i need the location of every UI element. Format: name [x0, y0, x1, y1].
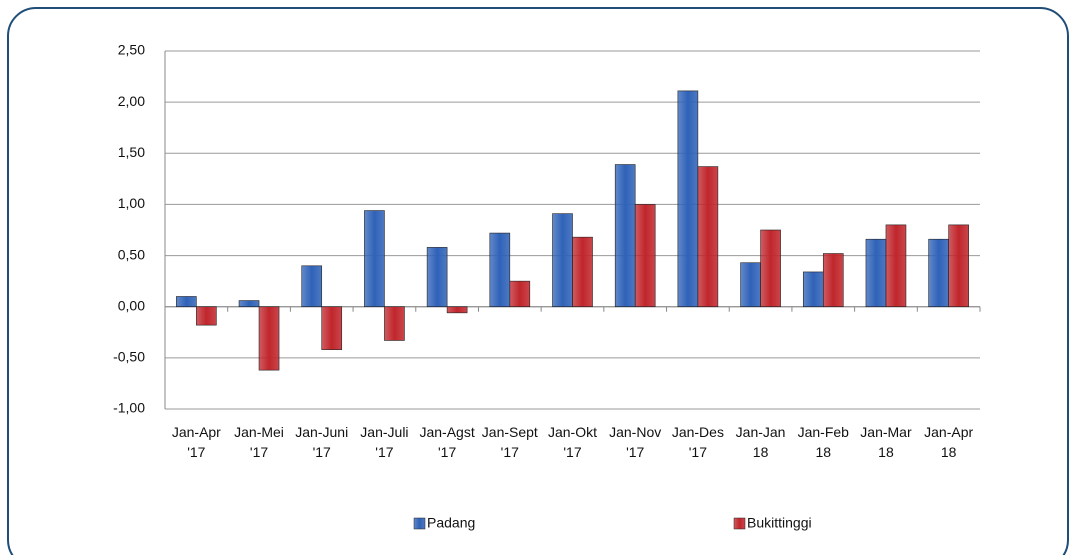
bar: [677, 90, 699, 308]
bar: [176, 296, 197, 308]
y-tick-label: 2,50: [118, 42, 145, 58]
bar: [258, 306, 280, 371]
bar: [822, 253, 844, 308]
y-tick-label: 0,00: [118, 297, 145, 313]
bar: [802, 271, 824, 308]
bar: [301, 265, 323, 308]
bar: [614, 164, 636, 308]
bar: [509, 280, 531, 308]
bar: [760, 229, 781, 308]
legend-swatch: [413, 517, 426, 530]
x-tick-label: Jan-Feb 18: [798, 424, 850, 460]
bar: [740, 262, 761, 308]
y-tick-label: 1,50: [118, 144, 145, 160]
bar: [865, 238, 887, 308]
x-tick-label: Jan-Mei '17: [234, 424, 284, 460]
y-tick-label: -0,50: [113, 349, 145, 365]
x-tick-label: Jan-Mar 18: [860, 424, 912, 460]
x-tick-label: Jan-Juli '17: [360, 424, 408, 460]
legend-label: Padang: [427, 515, 475, 531]
bar: [446, 306, 468, 314]
bar: [489, 232, 511, 308]
bar: [552, 213, 573, 308]
y-tick-label: -1,00: [113, 400, 145, 416]
y-tick-label: 0,50: [118, 246, 145, 262]
x-tick-label: Jan-Agst '17: [419, 424, 474, 460]
bar: [196, 306, 217, 326]
bar: [634, 204, 656, 308]
bar: [948, 224, 969, 308]
bar: [928, 238, 949, 308]
x-tick-label: Jan-Jan 18: [736, 424, 786, 460]
x-tick-label: Jan-Nov '17: [609, 424, 661, 460]
legend-label: Bukittinggi: [747, 515, 812, 531]
x-tick-label: Jan-Apr 18: [924, 424, 973, 460]
bar: [572, 236, 593, 308]
chart-border: [7, 7, 1069, 555]
bar: [384, 306, 405, 341]
x-tick-label: Jan-Okt '17: [548, 424, 597, 460]
y-tick-label: 2,00: [118, 93, 145, 109]
bar: [238, 300, 260, 308]
x-tick-label: Jan-Sept '17: [482, 424, 538, 460]
bar: [321, 306, 343, 350]
legend-swatch: [733, 517, 746, 530]
y-tick-label: 1,00: [118, 195, 145, 211]
x-tick-label: Jan-Juni '17: [295, 424, 348, 460]
x-tick-label: Jan-Des '17: [672, 424, 724, 460]
x-tick-label: Jan-Apr '17: [172, 424, 221, 460]
bar: [364, 210, 385, 308]
bar: [426, 247, 448, 308]
bar: [885, 224, 907, 308]
bar: [697, 166, 719, 308]
